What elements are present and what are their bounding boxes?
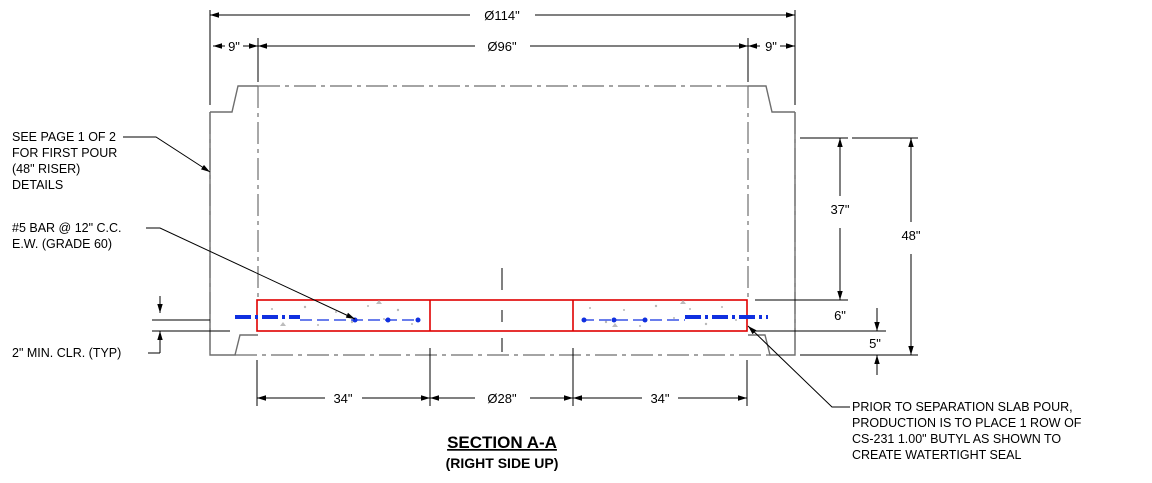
bottom-left-34-label: 34" — [333, 391, 352, 406]
clearance-label: 2" MIN. CLR. (TYP) — [12, 346, 121, 360]
dim-bottom-row: 34" Ø28" 34" — [256, 348, 748, 406]
section-title-main: SECTION A-A — [447, 433, 557, 452]
rebar-layer — [235, 315, 768, 323]
dim-slab-6: 6" — [755, 308, 886, 332]
butyl-line-2: PRODUCTION IS TO PLACE 1 ROW OF — [852, 416, 1082, 430]
rebar-line-1: #5 BAR @ 12" C.C. — [12, 221, 122, 235]
height-37-label: 37" — [830, 202, 849, 217]
bottom-5-label: 5" — [869, 336, 881, 351]
see-page-line-2: FOR FIRST POUR — [12, 146, 117, 160]
rebar-line-2: E.W. (GRADE 60) — [12, 237, 112, 251]
left-wall-label: 9" — [228, 39, 240, 54]
dim-bottom-5: 5" — [869, 336, 881, 375]
note-see-page: SEE PAGE 1 OF 2 FOR FIRST POUR (48" RISE… — [12, 130, 211, 192]
height-48-label: 48" — [901, 228, 920, 243]
concrete-hatch — [271, 300, 737, 327]
note-butyl: PRIOR TO SEPARATION SLAB POUR, PRODUCTIO… — [747, 325, 1082, 462]
butyl-line-1: PRIOR TO SEPARATION SLAB POUR, — [852, 400, 1073, 414]
note-clearance: 2" MIN. CLR. (TYP) — [12, 296, 230, 360]
dim-overall-diameter: Ø114" — [209, 8, 796, 105]
section-title-sub: (RIGHT SIDE UP) — [446, 455, 559, 471]
right-wall-label: 9" — [765, 39, 777, 54]
riser-outline — [209, 85, 796, 356]
note-rebar: #5 BAR @ 12" C.C. E.W. (GRADE 60) — [12, 221, 356, 320]
butyl-line-3: CS-231 1.00" BUTYL AS SHOWN TO — [852, 432, 1061, 446]
inner-diameter-label: Ø96" — [487, 39, 517, 54]
see-page-line-1: SEE PAGE 1 OF 2 — [12, 130, 116, 144]
center-28-label: Ø28" — [487, 391, 517, 406]
dim-top-row: 9" Ø96" 9" — [213, 38, 795, 82]
bottom-right-34-label: 34" — [650, 391, 669, 406]
section-title: SECTION A-A (RIGHT SIDE UP) — [446, 433, 559, 471]
dim-height-48: 48" — [800, 137, 921, 356]
see-page-line-4: DETAILS — [12, 178, 63, 192]
slab-6-label: 6" — [834, 308, 846, 323]
overall-diameter-label: Ø114" — [484, 8, 520, 23]
butyl-line-4: CREATE WATERTIGHT SEAL — [852, 448, 1022, 462]
see-page-line-3: (48" RISER) — [12, 162, 80, 176]
dim-height-37: 37" — [755, 137, 850, 301]
